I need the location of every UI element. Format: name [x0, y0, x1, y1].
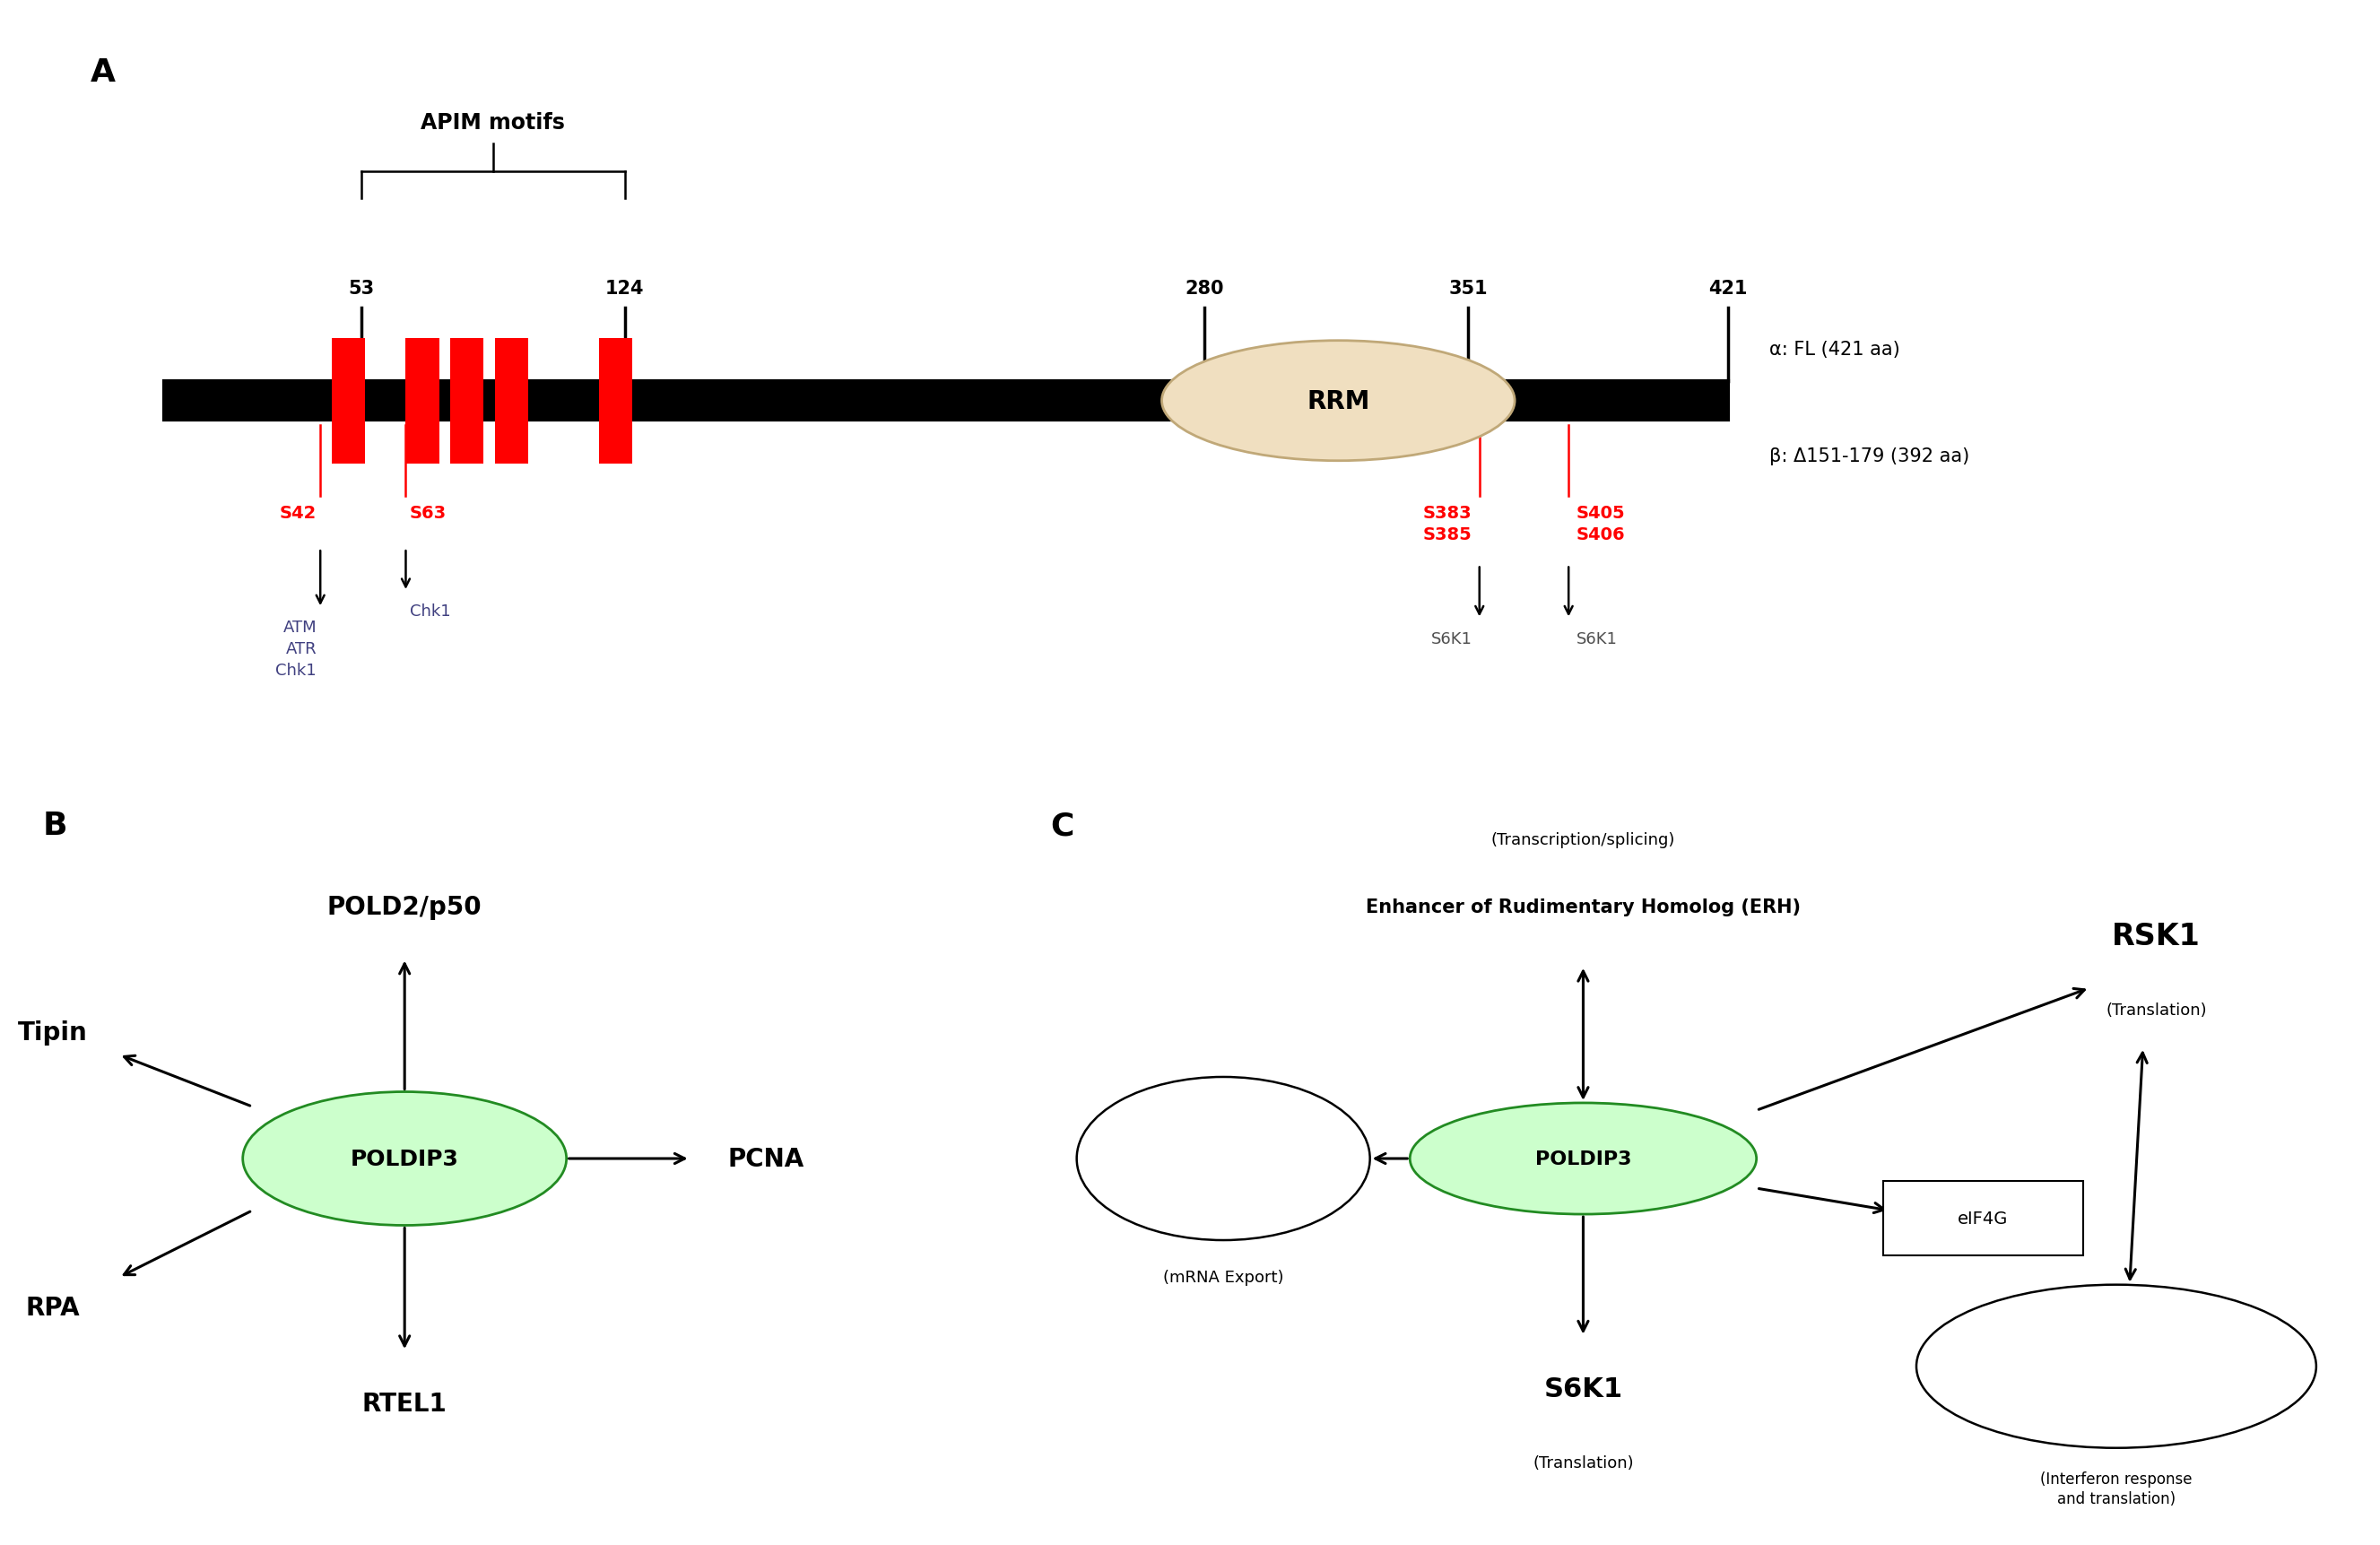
Text: Enhancer of Rudimentary Homolog (ERH): Enhancer of Rudimentary Homolog (ERH)	[1366, 898, 1802, 916]
Text: 351: 351	[1449, 280, 1488, 298]
Text: TREX
complex: TREX complex	[1185, 1125, 1261, 1163]
Text: POLDIP3: POLDIP3	[1535, 1149, 1630, 1168]
Bar	[405, 338, 440, 464]
Text: Chk1: Chk1	[409, 603, 450, 620]
Text: RPA: RPA	[26, 1295, 79, 1319]
Bar	[495, 338, 528, 464]
Text: 124: 124	[605, 280, 645, 298]
Bar	[331, 338, 364, 464]
Text: S405
S406: S405 S406	[1576, 505, 1626, 542]
Bar	[164, 382, 1728, 420]
Text: 421: 421	[1709, 280, 1747, 298]
Text: A: A	[90, 57, 114, 88]
Text: S6K1: S6K1	[1430, 630, 1471, 647]
Text: C: C	[1050, 810, 1073, 840]
Text: RSK1: RSK1	[2111, 921, 2202, 952]
Bar	[600, 338, 633, 464]
Text: S383
S385: S383 S385	[1423, 505, 1471, 542]
Text: PCNA: PCNA	[728, 1146, 804, 1171]
Text: (mRNA Export): (mRNA Export)	[1164, 1270, 1283, 1285]
Text: (Interferon response
and translation): (Interferon response and translation)	[2040, 1471, 2192, 1506]
Ellipse shape	[1076, 1077, 1371, 1241]
Ellipse shape	[1409, 1103, 1756, 1214]
Text: S6K1: S6K1	[1576, 630, 1616, 647]
Text: S6K1: S6K1	[1545, 1375, 1623, 1401]
Text: (Transcription/splicing): (Transcription/splicing)	[1492, 831, 1676, 848]
Text: CBP80 immune
complex: CBP80 immune complex	[2054, 1349, 2178, 1384]
Text: (Translation): (Translation)	[2106, 1003, 2206, 1018]
Text: POLDIP3: POLDIP3	[350, 1148, 459, 1170]
Text: α: FL (421 aa): α: FL (421 aa)	[1768, 340, 1899, 358]
Text: 280: 280	[1185, 280, 1223, 298]
Ellipse shape	[1916, 1285, 2316, 1448]
Text: RTEL1: RTEL1	[362, 1391, 447, 1417]
Text: S42: S42	[278, 505, 317, 522]
Text: (Translation): (Translation)	[1533, 1455, 1633, 1471]
Text: 53: 53	[347, 280, 374, 298]
Text: APIM motifs: APIM motifs	[421, 113, 564, 134]
Text: ATM
ATR
Chk1: ATM ATR Chk1	[276, 620, 317, 678]
Text: β: Δ151-179 (392 aa): β: Δ151-179 (392 aa)	[1768, 447, 1968, 465]
Text: B: B	[43, 810, 67, 840]
Text: RRM: RRM	[1307, 389, 1371, 414]
Bar	[450, 338, 483, 464]
Ellipse shape	[243, 1092, 566, 1225]
Text: POLD2/p50: POLD2/p50	[326, 895, 483, 919]
Ellipse shape	[1161, 341, 1514, 462]
Text: Tipin: Tipin	[17, 1020, 88, 1046]
FancyBboxPatch shape	[1883, 1180, 2082, 1255]
Text: S63: S63	[409, 505, 447, 522]
Text: eIF4G: eIF4G	[1959, 1210, 2009, 1227]
